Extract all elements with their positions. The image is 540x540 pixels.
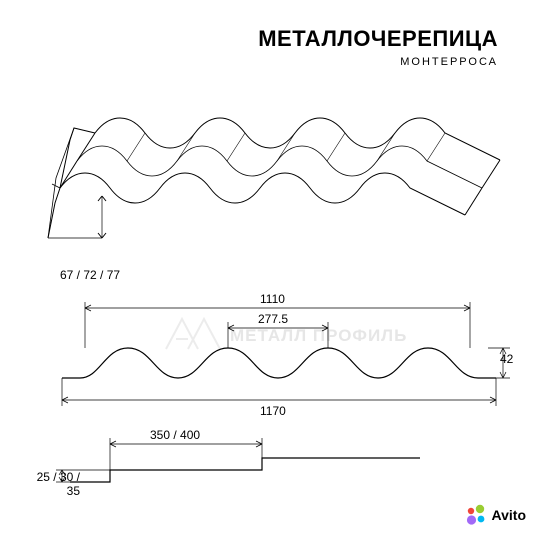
dim-step-height-text: 25 / 30 / 35 — [37, 470, 80, 498]
page-subtitle: МОНТЕРРОСА — [400, 56, 498, 68]
avito-badge: Avito — [465, 504, 526, 526]
avito-brand-text: Avito — [492, 507, 526, 523]
dim-wave-height: 42 — [500, 352, 513, 366]
dim-wave-pitch-text: 277.5 — [258, 312, 288, 326]
dim-step-length-text: 350 / 400 — [150, 428, 200, 442]
dim-edge-height: 67 / 72 / 77 — [60, 268, 120, 282]
dim-top-width: 1110 — [260, 292, 285, 306]
dim-step-height: 25 / 30 / 35 — [20, 470, 80, 498]
page-title: МЕТАЛЛОЧЕРЕПИЦА — [258, 26, 498, 52]
avito-logo-icon — [465, 504, 487, 526]
dim-wave-pitch: 277.5 — [258, 312, 288, 326]
dim-top-width-text: 1110 — [260, 292, 285, 306]
dim-bottom-width: 1170 — [260, 404, 286, 418]
step-side-profile — [0, 430, 540, 510]
title-text: МЕТАЛЛОЧЕРЕПИЦА — [258, 26, 498, 51]
dim-step-length: 350 / 400 — [150, 428, 200, 442]
tile-3d-drawing — [0, 78, 540, 278]
dim-bottom-width-text: 1170 — [260, 404, 286, 418]
subtitle-text: МОНТЕРРОСА — [400, 56, 498, 68]
dim-wave-height-text: 42 — [500, 352, 513, 366]
dim-edge-height-text: 67 / 72 / 77 — [60, 268, 120, 282]
profile-cross-section — [0, 290, 540, 420]
